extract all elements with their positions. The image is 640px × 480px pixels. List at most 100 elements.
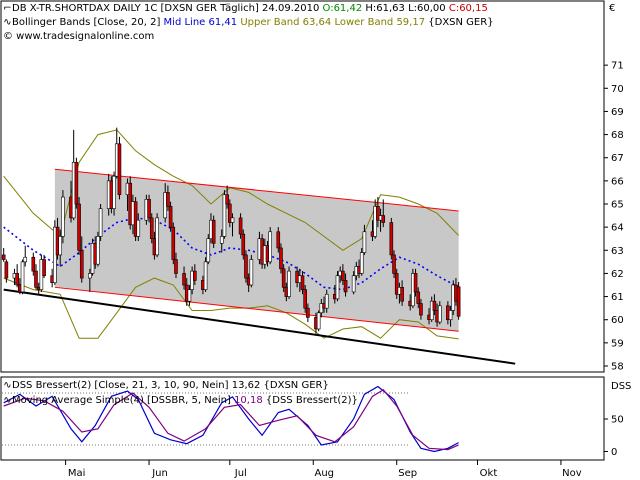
- bollinger-mid-line: [3, 217, 459, 291]
- candle-body-down: [117, 143, 122, 196]
- candle-body-down: [400, 287, 404, 302]
- candle: [389, 217, 394, 260]
- candle: [268, 227, 272, 265]
- candle-body-down: [79, 249, 84, 279]
- price-axis-label: 62: [611, 269, 624, 280]
- candle: [219, 229, 224, 253]
- candle: [228, 199, 232, 228]
- candle: [343, 273, 348, 297]
- date-axis-label: Nov: [562, 468, 582, 479]
- price-axis-label: 66: [611, 176, 624, 187]
- candle-body-down: [244, 254, 248, 279]
- open-value: O:61,42: [322, 3, 363, 14]
- candle-body-up: [287, 270, 291, 297]
- candle: [238, 213, 243, 239]
- date-axis: Mai Jun Jul Aug Sep Okt Nov: [65, 460, 582, 479]
- candle-body-up: [206, 238, 211, 263]
- candle: [187, 285, 192, 306]
- candle: [335, 271, 340, 302]
- high-low-values: H:61,63 L:60,00: [365, 3, 446, 14]
- price-axis-label: 65: [611, 200, 624, 211]
- candle-body-up: [23, 256, 28, 263]
- candle-body-down: [168, 206, 173, 228]
- candle: [34, 264, 38, 290]
- price-axis-label: 59: [611, 338, 624, 349]
- candle-body-down: [300, 275, 305, 290]
- candle: [79, 236, 84, 283]
- candle: [373, 199, 377, 239]
- candle: [211, 215, 216, 248]
- ma-name: Moving Average Simple(4) [DSSBR, 5, Nein…: [12, 395, 231, 406]
- candle: [225, 185, 229, 209]
- candle-body-down: [77, 203, 81, 251]
- dss-ma-line: [3, 389, 459, 451]
- candle-body-down: [174, 259, 178, 274]
- candle: [4, 259, 9, 283]
- candle-body-up: [324, 293, 329, 309]
- candle-body-down: [166, 192, 170, 207]
- candle: [392, 250, 396, 279]
- bollinger-upper-line: [3, 129, 459, 251]
- ma-exchange: {DSS Bressert(2)}: [265, 395, 358, 406]
- candle: [244, 250, 248, 283]
- date-axis-label: Aug: [315, 468, 335, 479]
- price-plot-area: [1, 127, 516, 365]
- candle-body-up: [362, 231, 367, 253]
- candle-body-down: [432, 300, 437, 311]
- candle-body-up: [335, 275, 340, 300]
- dss-legend-icon: ∿: [3, 380, 12, 391]
- candle-body-down: [394, 273, 399, 295]
- candle-body-down: [193, 270, 197, 281]
- candle: [133, 197, 138, 242]
- candle-body-down: [413, 273, 418, 293]
- indicator-axis: 0 50: [604, 415, 624, 458]
- candle: [136, 213, 141, 242]
- candle: [147, 194, 151, 223]
- candle-body-up: [203, 261, 208, 290]
- candle: [303, 285, 307, 313]
- candle: [1, 247, 6, 262]
- price-axis-label: 67: [611, 153, 624, 164]
- candle-body-up: [155, 217, 159, 256]
- channel-lower-line: [54, 286, 459, 332]
- bar-date: 24.09.2010: [262, 3, 320, 14]
- candle: [300, 271, 305, 295]
- candle-body-down: [182, 273, 186, 286]
- bollinger-lower-value: Lower Band 59,17: [334, 17, 426, 28]
- indicator-plot-area: [2, 385, 459, 453]
- candle: [281, 264, 286, 292]
- candle-body-down: [281, 268, 286, 288]
- price-axis-label: 64: [611, 223, 624, 234]
- candle: [168, 201, 173, 232]
- candle-body-down: [456, 286, 461, 317]
- bollinger-lower-line: [3, 277, 459, 340]
- price-panel: 58 59 60 61 62 63 64 65 66 67 68 69 70 71: [0, 0, 624, 373]
- ma-legend-icon: ∿: [3, 395, 12, 406]
- candle: [74, 157, 79, 209]
- candle: [42, 254, 46, 279]
- price-axis-label: 63: [611, 246, 624, 257]
- candle-body-down: [306, 307, 310, 318]
- candle-body-up: [351, 275, 356, 293]
- candle-body-up: [268, 231, 272, 263]
- dss-line: [3, 385, 459, 453]
- candle: [98, 204, 103, 242]
- candle: [456, 281, 461, 320]
- candle-body-up: [112, 175, 116, 209]
- candle-body-up: [448, 310, 453, 321]
- candle-body-up: [249, 259, 254, 286]
- candle: [432, 294, 437, 316]
- candle-body-down: [392, 254, 396, 274]
- candle: [171, 222, 176, 265]
- candle: [182, 266, 186, 290]
- candle-body-down: [147, 199, 151, 219]
- candle: [166, 185, 170, 211]
- candle-body-down: [279, 247, 283, 270]
- candle-body-down: [341, 270, 345, 281]
- candle-body-up: [437, 305, 442, 323]
- price-axis-label: 61: [611, 292, 624, 303]
- candle: [413, 268, 418, 297]
- candle: [15, 264, 19, 288]
- candle-body-down: [276, 231, 281, 249]
